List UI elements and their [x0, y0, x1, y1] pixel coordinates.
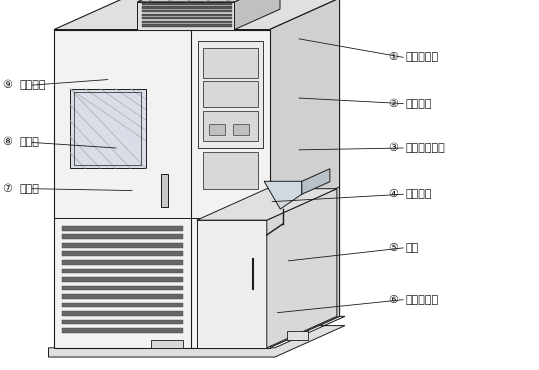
- Polygon shape: [62, 234, 183, 239]
- Polygon shape: [267, 189, 337, 348]
- Text: ③: ③: [388, 143, 398, 153]
- Polygon shape: [142, 21, 232, 23]
- Polygon shape: [264, 181, 302, 209]
- Polygon shape: [142, 3, 232, 5]
- Polygon shape: [233, 124, 249, 135]
- Text: 水回路室盖板: 水回路室盖板: [405, 143, 445, 153]
- Polygon shape: [54, 30, 270, 348]
- Polygon shape: [62, 286, 183, 290]
- Polygon shape: [54, 0, 340, 30]
- Polygon shape: [62, 320, 183, 324]
- Polygon shape: [62, 277, 183, 282]
- Text: ②: ②: [388, 98, 398, 109]
- Polygon shape: [62, 243, 183, 248]
- Text: ⑤: ⑤: [388, 243, 398, 253]
- Text: ⑧: ⑧: [3, 137, 13, 148]
- Polygon shape: [62, 303, 183, 307]
- Polygon shape: [62, 260, 183, 265]
- Text: 门把手: 门把手: [20, 184, 40, 194]
- Text: 加水翳斗: 加水翳斗: [405, 189, 432, 199]
- Polygon shape: [62, 226, 183, 231]
- Polygon shape: [234, 0, 280, 30]
- Polygon shape: [70, 89, 146, 168]
- Polygon shape: [142, 6, 232, 9]
- Polygon shape: [49, 316, 345, 357]
- Polygon shape: [137, 0, 280, 2]
- Polygon shape: [197, 220, 267, 348]
- Polygon shape: [62, 252, 183, 256]
- Polygon shape: [62, 294, 183, 299]
- Polygon shape: [142, 24, 232, 27]
- Polygon shape: [142, 14, 232, 16]
- Polygon shape: [142, 10, 232, 12]
- Polygon shape: [161, 174, 168, 207]
- Polygon shape: [151, 340, 183, 348]
- Polygon shape: [270, 0, 340, 348]
- Text: 控制面板: 控制面板: [405, 98, 432, 109]
- Polygon shape: [209, 124, 225, 135]
- Polygon shape: [203, 111, 258, 141]
- Polygon shape: [137, 2, 234, 30]
- Polygon shape: [142, 17, 232, 20]
- Text: ①: ①: [388, 52, 398, 63]
- Text: 总电源开关: 总电源开关: [405, 295, 438, 305]
- Text: 观察窗: 观察窗: [20, 137, 40, 148]
- Text: ⑦: ⑦: [3, 184, 13, 194]
- Polygon shape: [198, 41, 263, 148]
- Polygon shape: [302, 169, 330, 194]
- Polygon shape: [203, 81, 258, 107]
- Polygon shape: [287, 330, 308, 340]
- Text: 配电柜盖板: 配电柜盖板: [405, 52, 438, 63]
- Text: ⑥: ⑥: [388, 295, 398, 305]
- Polygon shape: [203, 48, 258, 78]
- Text: ⑨: ⑨: [3, 80, 13, 90]
- Polygon shape: [62, 311, 183, 316]
- Polygon shape: [62, 269, 183, 273]
- Polygon shape: [197, 189, 337, 220]
- Text: 水筱: 水筱: [405, 243, 419, 253]
- Polygon shape: [203, 152, 258, 189]
- Text: 试验筱门: 试验筱门: [20, 80, 46, 90]
- Polygon shape: [62, 328, 183, 333]
- Text: ④: ④: [388, 189, 398, 199]
